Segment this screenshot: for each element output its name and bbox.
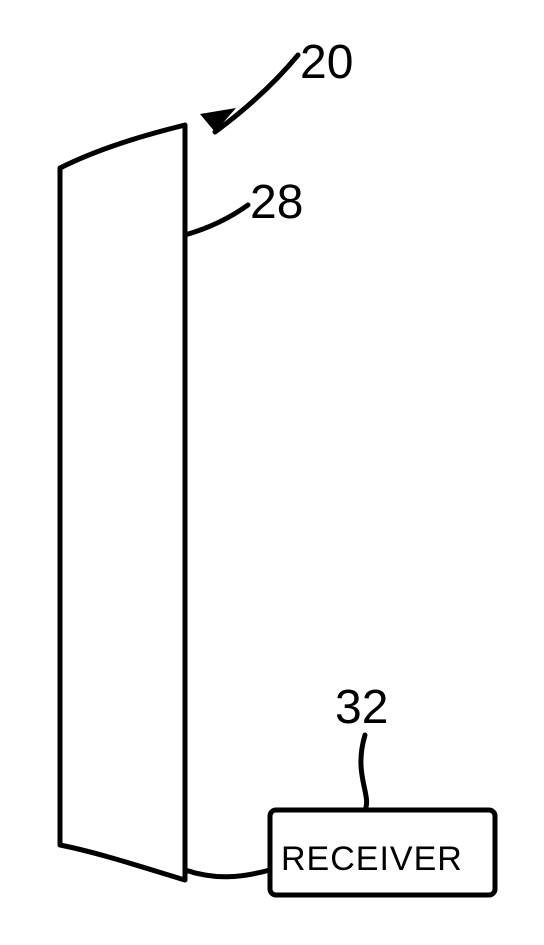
diagram-svg — [0, 0, 544, 945]
label-32: 32 — [335, 680, 388, 735]
diagram-stage: 20 28 32 RECEIVER — [0, 0, 544, 945]
receiver-label: RECEIVER — [281, 840, 463, 879]
leader-32 — [361, 735, 367, 810]
leader-28 — [185, 205, 248, 235]
connection-wire — [185, 870, 270, 877]
label-20: 20 — [300, 35, 353, 90]
leader-20 — [215, 55, 298, 132]
label-28: 28 — [250, 175, 303, 230]
panel-shape — [60, 125, 185, 880]
